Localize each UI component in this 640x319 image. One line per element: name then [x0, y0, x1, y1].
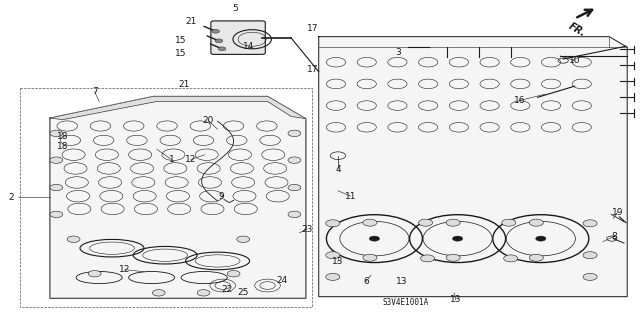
- Circle shape: [288, 184, 301, 191]
- Circle shape: [67, 236, 80, 242]
- Circle shape: [152, 290, 165, 296]
- Text: 11: 11: [345, 192, 356, 201]
- Circle shape: [227, 271, 240, 277]
- Text: 21: 21: [185, 17, 196, 26]
- Text: 23: 23: [301, 225, 313, 234]
- Circle shape: [218, 47, 226, 51]
- Text: 13: 13: [450, 295, 461, 304]
- Text: 25: 25: [237, 288, 249, 297]
- Polygon shape: [50, 96, 306, 120]
- Circle shape: [212, 29, 220, 33]
- Circle shape: [529, 254, 543, 261]
- Circle shape: [50, 184, 63, 191]
- Circle shape: [420, 255, 435, 262]
- Circle shape: [536, 236, 546, 241]
- Polygon shape: [50, 96, 306, 298]
- Circle shape: [50, 130, 63, 137]
- Circle shape: [237, 236, 250, 242]
- Circle shape: [50, 211, 63, 218]
- FancyBboxPatch shape: [211, 21, 265, 54]
- Circle shape: [583, 220, 597, 227]
- Circle shape: [419, 219, 433, 226]
- Text: FR.: FR.: [566, 21, 587, 39]
- Text: 22: 22: [221, 285, 233, 294]
- Circle shape: [326, 252, 340, 259]
- Text: 13: 13: [332, 257, 344, 266]
- Text: 5: 5: [233, 4, 238, 13]
- Circle shape: [452, 236, 463, 241]
- Circle shape: [363, 254, 377, 261]
- Polygon shape: [319, 37, 627, 297]
- Circle shape: [583, 252, 597, 259]
- Text: 10: 10: [569, 56, 580, 65]
- Text: 17: 17: [307, 24, 318, 33]
- Text: S3V4E1001A: S3V4E1001A: [383, 298, 429, 307]
- Text: 19: 19: [612, 208, 623, 217]
- Circle shape: [326, 220, 340, 227]
- Text: 17: 17: [307, 65, 318, 74]
- Circle shape: [502, 219, 516, 226]
- Circle shape: [326, 273, 340, 280]
- Circle shape: [88, 271, 101, 277]
- Circle shape: [446, 254, 460, 261]
- Text: 8: 8: [612, 232, 617, 241]
- Text: 15: 15: [175, 36, 186, 45]
- Text: 9: 9: [219, 192, 224, 201]
- Text: 6: 6: [364, 277, 369, 286]
- Text: 13: 13: [396, 277, 408, 286]
- Circle shape: [363, 219, 377, 226]
- Circle shape: [288, 130, 301, 137]
- Circle shape: [446, 219, 460, 226]
- Text: 7: 7: [92, 87, 97, 96]
- Text: 4: 4: [335, 165, 340, 174]
- Text: 1: 1: [169, 155, 174, 164]
- Circle shape: [529, 219, 543, 226]
- Circle shape: [583, 273, 597, 280]
- Circle shape: [369, 236, 380, 241]
- Circle shape: [288, 157, 301, 163]
- Text: 20: 20: [202, 116, 214, 125]
- Text: 18: 18: [57, 132, 68, 141]
- Text: 16: 16: [514, 96, 525, 105]
- Text: 18: 18: [57, 142, 68, 151]
- Text: 14: 14: [243, 42, 254, 51]
- Text: 21: 21: [179, 80, 190, 89]
- Text: 2: 2: [9, 193, 14, 202]
- Text: 12: 12: [119, 265, 131, 274]
- Circle shape: [197, 290, 210, 296]
- Text: 24: 24: [276, 276, 287, 285]
- Circle shape: [215, 39, 223, 43]
- Circle shape: [50, 157, 63, 163]
- Circle shape: [288, 211, 301, 218]
- Text: 15: 15: [175, 49, 186, 58]
- Text: 3: 3: [396, 48, 401, 57]
- Circle shape: [504, 255, 518, 262]
- Text: 12: 12: [185, 155, 196, 164]
